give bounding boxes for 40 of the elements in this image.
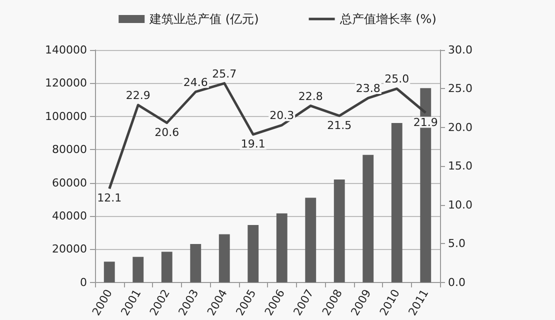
data-label: 25.7 xyxy=(212,67,237,80)
y-tick-label: 40000 xyxy=(52,210,87,223)
legend-label: 总产值增长率 (%) xyxy=(338,12,436,26)
data-label: 21.5 xyxy=(327,118,352,132)
data-label: 19.1 xyxy=(240,137,266,150)
data-label: 20.3 xyxy=(270,109,294,122)
y2-tick-label: 20.0 xyxy=(448,120,472,134)
data-label: 21.9 xyxy=(413,116,438,129)
data-label: 24.6 xyxy=(183,76,208,89)
bar xyxy=(248,224,259,282)
y-tick-label: 100000 xyxy=(45,110,87,123)
y-tick-label: 120000 xyxy=(45,76,87,90)
y2-tick-label: 5.0 xyxy=(448,237,466,250)
data-label: 23.8 xyxy=(356,82,380,96)
bar xyxy=(334,179,345,282)
data-label: 25.0 xyxy=(384,72,410,86)
bar xyxy=(104,262,115,282)
y-tick-label: 0 xyxy=(80,276,87,289)
legend-label: 建筑业总产值 (亿元) xyxy=(148,12,259,26)
data-label: 12.1 xyxy=(97,192,122,205)
y-tick-label: 140000 xyxy=(45,44,87,56)
y2-tick-label: 15.0 xyxy=(448,160,472,173)
y2-tick-label: 25.0 xyxy=(448,82,472,96)
bar xyxy=(391,123,402,282)
y2-tick-label: 30.0 xyxy=(448,44,472,56)
bar xyxy=(305,198,316,282)
data-label: 20.6 xyxy=(154,126,180,139)
y-tick-label: 80000 xyxy=(52,143,87,156)
bar xyxy=(190,244,202,282)
data-label: 22.8 xyxy=(298,90,323,103)
y-tick-label: 60000 xyxy=(52,176,87,190)
bar xyxy=(276,213,288,282)
bar xyxy=(161,252,172,282)
y-tick-label: 20000 xyxy=(52,242,87,256)
bar xyxy=(362,154,374,282)
y2-tick-label: 0.0 xyxy=(448,276,466,289)
bar xyxy=(218,234,230,282)
data-label: 22.9 xyxy=(126,89,150,102)
bar xyxy=(132,256,144,282)
y2-tick-label: 10.0 xyxy=(448,198,472,212)
